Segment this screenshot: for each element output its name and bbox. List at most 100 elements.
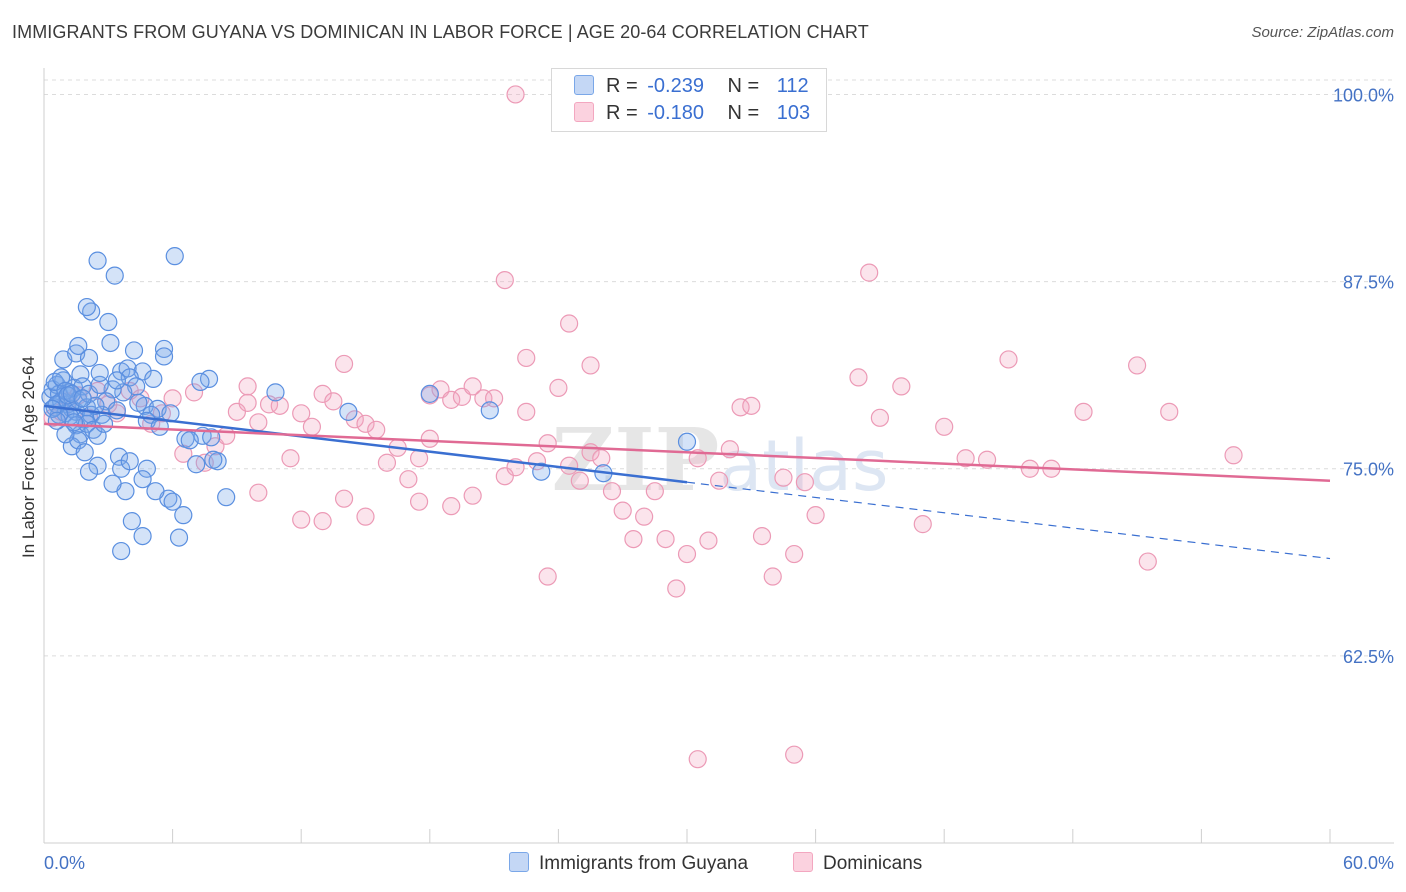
dominican-point <box>356 414 375 433</box>
legend-r-label: R = <box>606 102 638 124</box>
bottom-legend-dominicans: Dominicans <box>793 852 922 875</box>
dominican-point <box>710 471 729 490</box>
trend-lines <box>43 404 1331 560</box>
dominican-point <box>795 473 814 492</box>
guyana-point <box>420 384 439 403</box>
dominican-point <box>377 453 397 472</box>
guyana-point <box>163 492 182 511</box>
bottom-legend-label-guyana: Immigrants from Guyana <box>539 853 749 874</box>
dominican-point <box>292 510 311 529</box>
guyana-point <box>146 482 165 501</box>
guyana-point <box>677 432 697 451</box>
dominican-point <box>324 392 343 411</box>
guyana-point <box>266 383 285 402</box>
guyana-point <box>103 474 122 493</box>
legend-n-label: N = <box>727 75 760 97</box>
guyana-point <box>169 528 189 547</box>
dominican-point <box>238 393 257 412</box>
guyana-point <box>154 347 174 366</box>
guyana-point <box>79 348 99 368</box>
guyana-point <box>187 455 206 474</box>
grid <box>44 79 1394 657</box>
dominican-point <box>956 449 975 468</box>
dominican-point <box>538 567 557 586</box>
dominican-point <box>1160 402 1179 421</box>
dominican-point <box>313 512 332 531</box>
guyana-point <box>480 401 499 420</box>
legend-row-guyana: R = -0.239 N = 112 <box>574 75 809 99</box>
dominican-point <box>624 529 643 549</box>
guyana-point <box>204 450 223 469</box>
dominican-point <box>785 745 804 764</box>
dominican-point <box>184 383 204 402</box>
dominican-point <box>560 456 579 475</box>
dominican-point <box>420 429 439 448</box>
dominican-point <box>538 434 557 453</box>
guyana-point <box>133 526 152 546</box>
dominican-point <box>238 377 257 396</box>
legend-r-value: -0.239 <box>647 75 704 97</box>
dominican-point <box>763 567 782 586</box>
dominican-point <box>334 489 354 508</box>
dominican-point <box>635 507 654 526</box>
guyana-point <box>47 411 66 430</box>
dominican-point <box>409 492 429 511</box>
guyana-point <box>101 333 120 353</box>
dominican-point <box>485 389 504 408</box>
dominican-point <box>506 85 525 104</box>
dominican-point <box>249 483 268 502</box>
dominican-point <box>752 526 772 546</box>
guyana-point <box>154 339 174 359</box>
guyana-point <box>52 368 71 387</box>
guyana-point <box>90 363 109 383</box>
dominican-point <box>163 389 182 408</box>
series-dominicans <box>43 85 1243 769</box>
dominican-point <box>281 449 300 468</box>
x-tick-labels: 0.0% 60.0% <box>44 853 1394 873</box>
guyana-point <box>144 369 163 389</box>
dominican-point <box>742 396 761 415</box>
guyana-point <box>105 266 124 285</box>
dominican-point <box>892 377 911 396</box>
dominican-point <box>217 426 236 445</box>
watermark: ZIPatlas <box>552 410 889 511</box>
guyana-point <box>77 297 96 317</box>
guyana-point <box>133 470 152 489</box>
dominican-point <box>1127 356 1147 375</box>
guyana-point <box>88 251 107 270</box>
y-tick-label: 62.5% <box>1343 647 1394 667</box>
dominican-trend-line <box>43 422 1331 482</box>
dominican-point <box>849 368 868 387</box>
guyana-point <box>339 402 358 421</box>
dominican-point <box>860 263 879 282</box>
dominican-point <box>495 270 514 290</box>
guyana-point <box>79 462 99 481</box>
dominican-point <box>517 348 536 368</box>
dominican-point <box>345 410 364 429</box>
guyana-trend-extension <box>686 481 1331 560</box>
dominican-point <box>688 750 707 769</box>
bottom-legend-swatch-guyana <box>509 852 529 872</box>
dominican-point <box>334 354 354 374</box>
watermark-atlas: atlas <box>719 425 888 507</box>
guyana-point <box>217 488 236 507</box>
dominican-point <box>270 396 289 415</box>
guyana-point <box>532 462 551 481</box>
dominican-point <box>667 579 686 598</box>
dominican-point <box>463 377 482 396</box>
dominican-point <box>977 450 997 469</box>
legend-n-label: N = <box>727 102 760 124</box>
x-tick-label: 60.0% <box>1343 853 1394 873</box>
dominican-point <box>785 544 804 564</box>
guyana-point <box>124 341 144 360</box>
dominican-point <box>1074 402 1093 421</box>
chart-title: IMMIGRANTS FROM GUYANA VS DOMINICAN IN L… <box>12 22 869 42</box>
legend-row-dominicans: R = -0.180 N = 103 <box>574 102 810 126</box>
guyana-point <box>165 247 184 266</box>
guyana-point <box>73 389 92 408</box>
y-tick-label: 100.0% <box>1333 85 1394 105</box>
dominican-point <box>463 486 482 505</box>
guyana-point <box>137 459 156 478</box>
dominican-point <box>645 482 664 501</box>
